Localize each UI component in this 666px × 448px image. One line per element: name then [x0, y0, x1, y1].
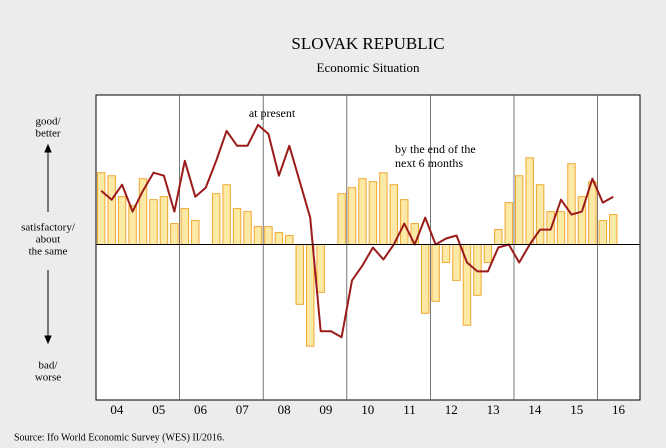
bar: [483, 244, 493, 263]
line: [100, 123, 614, 339]
x-tick-label: 12: [445, 402, 458, 417]
bar: [431, 244, 440, 302]
series-label: next 6 months: [395, 156, 463, 170]
series-label: at present: [249, 106, 296, 120]
x-tick-label: 11: [403, 402, 416, 417]
bar: [191, 220, 200, 246]
chart-title: SLOVAK REPUBLIC: [291, 34, 444, 53]
y-axis-label: good/: [35, 116, 61, 128]
arrow-head: [44, 143, 52, 153]
bar: [180, 208, 190, 246]
y-axis-label: better: [35, 128, 60, 140]
chart-subtitle: Economic Situation: [317, 60, 420, 75]
x-tick-label: 16: [612, 402, 626, 417]
bar: [295, 244, 304, 305]
bar: [609, 214, 618, 246]
x-tick-label: 10: [361, 402, 374, 417]
bar: [441, 244, 451, 263]
bar: [285, 235, 294, 246]
bar: [588, 181, 597, 246]
bar: [504, 202, 513, 246]
bar: [253, 226, 263, 246]
y-axis-label: satisfactory/: [21, 222, 76, 234]
bar: [211, 193, 221, 246]
x-tick-label: 13: [487, 402, 500, 417]
y-arrows: [44, 143, 52, 345]
y-axis-label: about: [36, 234, 60, 246]
bar: [389, 184, 399, 246]
x-tick-label: 14: [528, 402, 542, 417]
bar: [567, 163, 576, 246]
bar: [347, 187, 357, 246]
bar: [358, 178, 367, 246]
bar: [117, 196, 127, 246]
x-tick-label: 04: [110, 402, 124, 417]
x-tick-label: 08: [278, 402, 291, 417]
bar: [494, 229, 503, 246]
bar: [515, 175, 524, 246]
x-tick-label: 15: [570, 402, 583, 417]
bar: [598, 220, 608, 246]
bar: [138, 178, 148, 246]
bar: [452, 244, 461, 281]
y-axis-label: bad/: [39, 360, 59, 372]
bar: [222, 184, 231, 246]
bar: [316, 244, 325, 293]
bar: [535, 184, 545, 246]
series-label: by the end of the: [395, 142, 476, 156]
bar: [556, 211, 566, 246]
x-tick-label: 05: [152, 402, 165, 417]
bar: [400, 199, 409, 246]
bar: [159, 196, 169, 246]
y-axis-label: the same: [29, 246, 68, 258]
bar: [170, 223, 179, 246]
bar: [379, 172, 388, 246]
bar: [368, 181, 378, 246]
bar: [264, 226, 273, 246]
x-tick-label: 09: [319, 402, 332, 417]
bar: [525, 157, 534, 246]
bar: [243, 211, 252, 246]
bar: [337, 193, 346, 246]
source-note: Source: Ifo World Economic Survey (WES) …: [14, 432, 224, 443]
plot-area: [95, 94, 641, 401]
bar: [274, 232, 284, 246]
bar: [306, 244, 315, 347]
x-tick-label: 06: [194, 402, 208, 417]
bar: [420, 244, 430, 314]
bar: [107, 175, 116, 246]
arrow-head: [44, 335, 52, 345]
y-axis-label: worse: [35, 372, 61, 384]
bar: [149, 199, 158, 246]
bar: [232, 208, 242, 246]
bar: [97, 172, 106, 246]
x-tick-label: 07: [236, 402, 250, 417]
